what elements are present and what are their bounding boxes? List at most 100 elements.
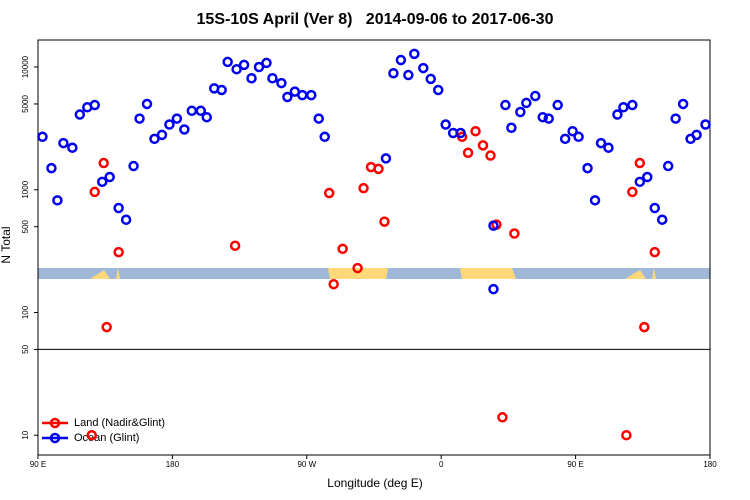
legend-label: Ocean (Glint) xyxy=(74,432,139,444)
y-tick-label: 100 xyxy=(21,305,30,319)
legend-marker xyxy=(49,432,61,444)
data-point xyxy=(179,124,190,135)
data-point xyxy=(195,105,207,117)
x-tick-label: 180 xyxy=(703,460,717,469)
data-point xyxy=(582,162,593,174)
data-point xyxy=(104,171,115,183)
data-point xyxy=(229,240,241,251)
data-point xyxy=(164,119,175,130)
data-point xyxy=(567,125,578,137)
y-tick-label: 10 xyxy=(21,430,30,439)
data-point xyxy=(470,125,481,137)
x-tick-label: 180 xyxy=(166,460,180,469)
data-point xyxy=(120,214,132,225)
data-point xyxy=(89,186,100,198)
data-point xyxy=(537,111,548,123)
data-point xyxy=(379,216,390,227)
x-tick-label: 90 W xyxy=(297,460,316,469)
data-point xyxy=(642,171,653,183)
data-point xyxy=(506,122,517,134)
data-point xyxy=(238,59,250,71)
data-point xyxy=(462,147,474,159)
data-point xyxy=(488,283,499,295)
data-point xyxy=(58,137,69,149)
data-point xyxy=(634,157,646,169)
data-point xyxy=(700,119,711,130)
data-point xyxy=(328,278,339,290)
data-point xyxy=(603,142,614,153)
data-point xyxy=(618,102,629,113)
data-point xyxy=(171,113,183,124)
data-point xyxy=(186,105,198,117)
data-point xyxy=(485,150,496,161)
plot-frame xyxy=(37,39,711,456)
data-point xyxy=(149,133,160,145)
data-point xyxy=(612,109,623,120)
data-point xyxy=(432,84,444,96)
data-point xyxy=(201,111,212,123)
data-point xyxy=(559,133,571,145)
data-point xyxy=(440,119,451,130)
data-point xyxy=(509,228,520,239)
data-point xyxy=(418,62,429,74)
data-point xyxy=(380,153,392,164)
data-point xyxy=(627,186,638,198)
x-tick-label: 0 xyxy=(439,460,444,469)
data-point xyxy=(388,67,399,79)
land-strip xyxy=(38,268,710,279)
data-point xyxy=(488,220,499,231)
data-point xyxy=(595,137,607,149)
data-point xyxy=(67,142,78,153)
data-point xyxy=(515,106,526,118)
data-point xyxy=(113,246,124,258)
data-point xyxy=(134,113,145,124)
data-point xyxy=(222,56,233,68)
data-point xyxy=(128,160,139,172)
data-point xyxy=(573,131,584,143)
data-point xyxy=(323,187,335,199)
data-point xyxy=(46,162,57,174)
data-point xyxy=(639,321,650,333)
data-point xyxy=(634,176,646,188)
data-point xyxy=(403,69,414,81)
data-point xyxy=(589,195,601,206)
data-point xyxy=(358,182,369,194)
data-point xyxy=(319,131,330,143)
data-point xyxy=(306,89,317,101)
data-point xyxy=(216,84,227,96)
legend: Land (Nadir&Glint) Ocean (Glint) xyxy=(42,417,165,444)
chart-title: 15S-10S April (Ver 8) 2014-09-06 to 2017… xyxy=(197,11,554,28)
data-point xyxy=(649,246,660,258)
data-point xyxy=(297,89,308,101)
x-tick-label: 90 E xyxy=(30,460,46,469)
data-point xyxy=(101,321,112,333)
data-point xyxy=(37,131,48,143)
data-point xyxy=(52,195,63,206)
data-point xyxy=(677,98,689,110)
data-point xyxy=(74,109,86,120)
x-axis-label: Longitude (deg E) xyxy=(327,476,422,490)
x-tick-label: 90 E xyxy=(567,460,583,469)
data-point xyxy=(649,202,660,214)
data-point xyxy=(500,99,511,111)
data-point xyxy=(409,48,420,60)
legend-label: Land (Nadir&Glint) xyxy=(74,417,165,429)
data-point xyxy=(373,163,384,175)
data-point xyxy=(96,176,108,188)
data-point xyxy=(276,77,287,89)
data-point xyxy=(425,73,436,85)
legend-marker xyxy=(49,417,61,429)
y-axis-label: N Total xyxy=(0,226,13,263)
data-point xyxy=(89,99,100,111)
data-point xyxy=(267,72,278,84)
data-point xyxy=(246,72,257,84)
data-point xyxy=(352,262,363,274)
data-point xyxy=(261,57,272,69)
data-point xyxy=(497,412,508,423)
y-tick-label: 50 xyxy=(21,344,30,353)
data-point xyxy=(662,160,674,172)
data-point xyxy=(395,54,407,66)
data-point xyxy=(621,429,632,441)
data-point xyxy=(337,243,348,255)
